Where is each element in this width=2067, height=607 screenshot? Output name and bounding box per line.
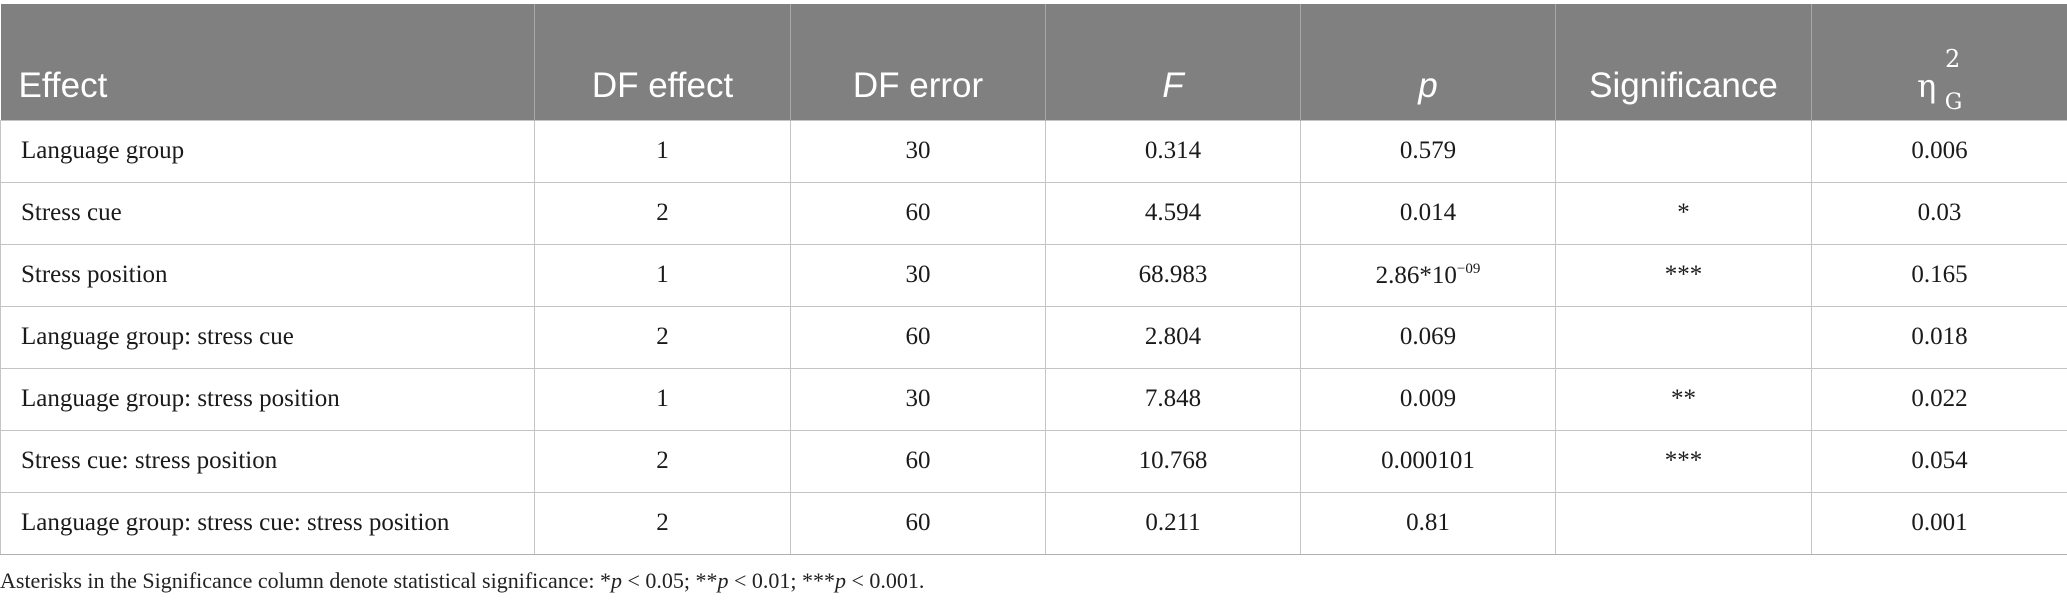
cell-p: 0.579 [1300,119,1556,183]
cell-df-effect: 2 [534,181,791,245]
cell-f: 68.983 [1045,243,1301,307]
cell-effect: Stress cue: stress position [0,429,535,493]
eta-base: η [1917,66,1937,105]
table-row: Stress cue 2 60 4.594 0.014 * 0.03 [0,181,2067,245]
table-header: Effect DF effect DF error F p Significan… [0,4,2067,120]
footnote-threshold-3: < 0.001. [846,568,925,593]
cell-df-error: 60 [790,491,1046,555]
cell-df-error: 30 [790,367,1046,431]
header-p: p [1300,4,1556,120]
cell-eta-squared-g: 0.006 [1811,119,2067,183]
footnote-lead: Asterisks in the Significance column den… [0,568,600,593]
cell-f: 0.314 [1045,119,1301,183]
p-value-base: 0.000101 [1381,447,1475,474]
cell-f: 7.848 [1045,367,1301,431]
table-footnote: Asterisks in the Significance column den… [0,568,924,594]
p-value-base: 0.009 [1399,385,1457,412]
cell-p: 2.86*10−09 [1300,243,1556,307]
cell-f: 0.211 [1045,491,1301,555]
cell-significance: * [1555,181,1812,245]
p-value: 0.014 [1400,199,1456,226]
cell-p: 0.069 [1300,305,1556,369]
cell-eta-squared-g: 0.001 [1811,491,2067,555]
p-value-base: 0.014 [1399,199,1457,226]
cell-f: 2.804 [1045,305,1301,369]
cell-effect: Stress position [0,243,535,307]
cell-f: 4.594 [1045,181,1301,245]
cell-significance [1555,119,1812,183]
anova-results-table: Effect DF effect DF error F p Significan… [0,4,2067,555]
cell-f: 10.768 [1045,429,1301,493]
cell-df-effect: 1 [534,243,791,307]
cell-significance: *** [1555,429,1812,493]
cell-df-effect: 1 [534,367,791,431]
eta-subscript: G [1944,89,1963,115]
cell-effect: Language group: stress position [0,367,535,431]
footnote-p-1: p [610,568,622,593]
cell-df-effect: 2 [534,491,791,555]
header-significance: Significance [1555,4,1812,120]
cell-significance [1555,491,1812,555]
cell-eta-squared-g: 0.165 [1811,243,2067,307]
cell-significance: *** [1555,243,1812,307]
cell-effect: Stress cue [0,181,535,245]
p-value: 0.000101 [1381,447,1475,474]
cell-eta-squared-g: 0.018 [1811,305,2067,369]
cell-df-effect: 2 [534,305,791,369]
p-value: 2.86*10−09 [1375,260,1481,289]
cell-p: 0.014 [1300,181,1556,245]
footnote-threshold-1: < 0.05; [621,568,696,593]
table-row: Stress position 1 30 68.983 2.86*10−09 *** 0.1… [0,243,2067,307]
cell-eta-squared-g: 0.054 [1811,429,2067,493]
p-value-base: 0.069 [1399,323,1457,350]
cell-eta-squared-g: 0.022 [1811,367,2067,431]
cell-df-error: 30 [790,243,1046,307]
table-row: Language group: stress position 1 30 7.848 0… [0,367,2067,431]
cell-p: 0.009 [1300,367,1556,431]
table-body: Language group 1 30 0.314 0.579 0.006 Stress c… [0,119,2067,555]
footnote-threshold-2: < 0.01; [728,568,803,593]
cell-eta-squared-g: 0.03 [1811,181,2067,245]
anova-table-container: Effect DF effect DF error F p Significan… [0,4,2067,555]
footnote-star-3: *** [802,568,836,593]
header-effect: Effect [0,4,535,120]
eta-superscript: 2 [1945,44,1961,73]
table-row: Language group 1 30 0.314 0.579 0.006 [0,119,2067,183]
footnote-star-1: * [599,568,611,593]
p-value-exponent: −09 [1456,260,1481,277]
p-value-base: 2.86*10 [1375,261,1457,289]
p-value-base: 0.579 [1399,137,1457,164]
header-f: F [1045,4,1301,120]
header-df-error: DF error [790,4,1046,120]
cell-effect: Language group [0,119,535,183]
cell-df-error: 60 [790,429,1046,493]
footnote-p-3: p [835,568,847,593]
p-value: 0.069 [1400,323,1456,350]
cell-significance: ** [1555,367,1812,431]
p-value: 0.81 [1406,509,1450,536]
cell-df-error: 60 [790,305,1046,369]
footnote-star-2: ** [695,568,718,593]
header-df-effect: DF effect [534,4,791,120]
cell-effect: Language group: stress cue: stress posit… [0,491,535,555]
footnote-p-2: p [717,568,729,593]
cell-df-effect: 2 [534,429,791,493]
p-value: 0.579 [1400,137,1456,164]
cell-effect: Language group: stress cue [0,305,535,369]
cell-significance [1555,305,1812,369]
table-row: Language group: stress cue: stress posit… [0,491,2067,555]
table-row: Language group: stress cue 2 60 2.804 0.069 0… [0,305,2067,369]
header-row: Effect DF effect DF error F p Significan… [0,4,2067,120]
cell-df-effect: 1 [534,119,791,183]
cell-p: 0.000101 [1300,429,1556,493]
p-value: 0.009 [1400,385,1456,412]
p-value-base: 0.81 [1406,509,1450,536]
cell-df-error: 60 [790,181,1046,245]
cell-p: 0.81 [1300,491,1556,555]
cell-df-error: 30 [790,119,1046,183]
table-row: Stress cue: stress position 2 60 10.768 0.00… [0,429,2067,493]
